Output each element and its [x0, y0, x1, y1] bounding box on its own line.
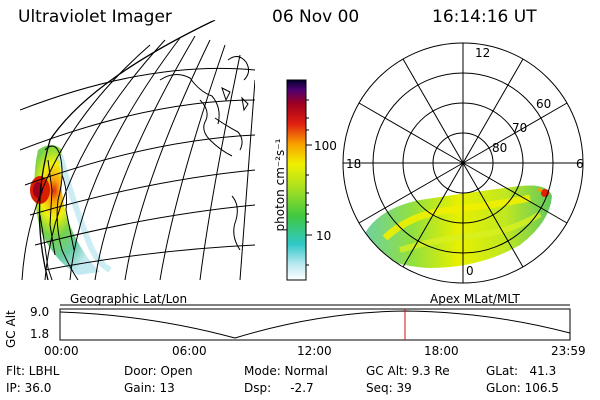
status-flt: Flt: LBHL: [6, 364, 60, 378]
date-label: 06 Nov 00: [272, 7, 360, 27]
timeline-x-tick-2359: 23:59: [551, 344, 586, 358]
status-gain: Gain: 13: [124, 381, 175, 395]
timeline-x-tick-1800: 18:00: [424, 344, 459, 358]
status-mode: Mode: Normal: [244, 364, 328, 378]
graticule: [20, 20, 255, 280]
status-ip: IP: 36.0: [6, 381, 52, 395]
colorbar-label: photon cm⁻²s⁻¹: [273, 138, 287, 232]
timeline-x-tick-1200: 12:00: [297, 344, 332, 358]
aurora-emission-left: [30, 145, 112, 275]
mlt-label-12: 12: [475, 46, 491, 60]
status-glon: GLon: 106.5: [486, 381, 559, 395]
timeline-y-tick-min: 1.8: [30, 327, 50, 341]
status-gc-alt: GC Alt: 9.3 Re: [366, 364, 450, 378]
colorbar: [286, 79, 312, 281]
instrument-title: Ultraviolet Imager: [18, 7, 172, 27]
colorbar-tick-10: 10: [316, 229, 332, 243]
timeline-panel: [59, 304, 571, 341]
status-door: Door: Open: [124, 364, 193, 378]
colorbar-tick-100: 100: [314, 139, 337, 153]
timeline-y-tick-max: 9.0: [30, 305, 50, 319]
time-label: 16:14:16 UT: [432, 7, 537, 27]
lat-label-60: 60: [536, 97, 552, 111]
status-seq: Seq: 39: [366, 381, 412, 395]
geographic-map: [20, 20, 255, 281]
lat-label-80: 80: [492, 141, 508, 155]
timeline-x-tick-0600: 06:00: [172, 344, 207, 358]
lat-label-70: 70: [512, 121, 528, 135]
geographic-label: Geographic Lat/Lon: [70, 292, 188, 306]
timeline-y-axis-label: GC Alt: [4, 310, 18, 348]
apex-label: Apex MLat/MLT: [430, 292, 520, 306]
polar-mlt-plot: [342, 42, 584, 284]
mlt-label-18: 18: [346, 157, 362, 171]
timeline-x-tick-0000: 00:00: [44, 344, 79, 358]
status-glat: GLat: 41.3: [486, 364, 557, 378]
mlt-label-6: 6: [576, 157, 584, 171]
status-dsp: Dsp: -2.7: [244, 381, 314, 395]
coastlines: [39, 56, 250, 281]
altitude-curve: [59, 310, 571, 339]
mlt-label-0: 0: [466, 264, 474, 278]
